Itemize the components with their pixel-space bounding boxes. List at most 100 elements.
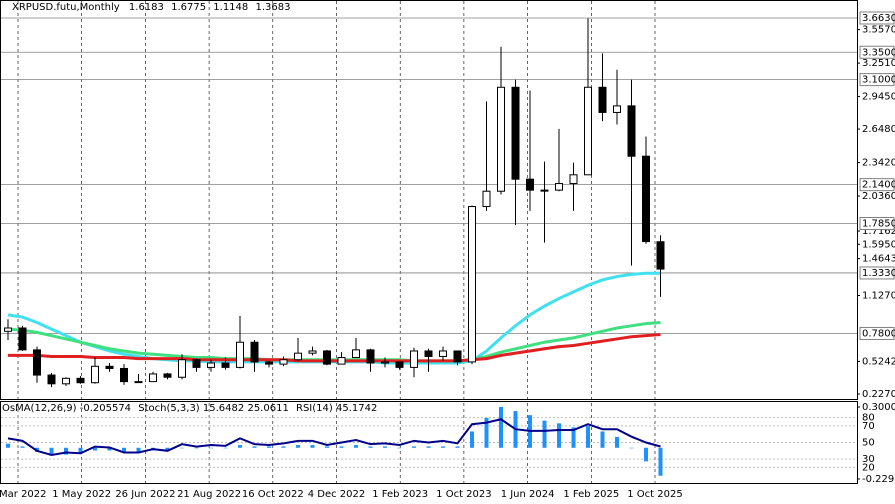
candle-body [192,359,201,368]
x-tick-label: 16 Oct 2022 [242,489,304,500]
osma-bar [20,446,25,448]
level-box [859,326,895,340]
y-tick-label: 2.9450 [862,92,895,103]
high: 1.6775 [171,2,206,13]
osma-bar [354,445,358,448]
osma-bar [107,447,112,451]
stoch-last: 15.6482 [203,403,244,414]
osma-bar [223,447,228,449]
osma-name: OsMA(12,26,9) [2,403,77,414]
candle-body [497,86,505,192]
osc-tick-label: 50 [862,438,875,449]
osma-bar [484,417,489,448]
y-tick-label: 0.5242 [862,356,895,367]
candle-body [642,155,650,243]
osma-bar [644,447,648,462]
candle-body [555,183,563,191]
osma-bar [64,447,68,455]
osma-bar [368,446,373,448]
candle-body [627,105,636,157]
level-box [859,178,895,192]
osma-bar [383,446,387,448]
osc-tick-label: 80 [862,413,875,424]
y-tick-label: 3.2510 [862,58,895,69]
candle-body [62,377,70,385]
candle-body [337,357,346,365]
osma-bar [571,427,576,448]
candle-body [482,190,491,208]
candle-body [540,189,549,192]
candle-body [279,359,288,365]
x-tick-label: 1 Feb 2023 [372,489,428,500]
rsi-name: RSI(14) [296,403,333,414]
rsi-last: 45.1742 [336,403,377,414]
candle-body [395,361,404,368]
close: 1.3683 [255,2,290,13]
osma-bar [180,447,184,449]
x-tick-label: 1 Jun 2024 [501,489,555,500]
osma-tick-label: -0.229650 [862,474,895,485]
osma-bar [412,446,416,448]
oscillator-panel [0,401,858,484]
moving-average [7,271,661,365]
x-tick-label: 1 Feb 2025 [563,489,619,500]
y-tick-label: 1.5950 [862,239,895,250]
candle-body [221,362,230,368]
osma-bar [470,431,474,448]
level-box [859,45,895,59]
osma-bar [658,447,663,476]
candle-body [453,350,462,363]
candle-body [18,327,27,351]
osma-bar [615,436,619,448]
x-tick-label: 4 Dec 2022 [308,489,366,500]
x-tick-label: 21 Aug 2022 [177,489,241,500]
candle-body [656,241,665,270]
oscillator-header: OsMA(12,26,9) -0.205574 Stoch(5,3,3) 15.… [2,403,377,414]
symbol: XRPUSD.futu,Monthly [12,2,120,13]
low: 1.1148 [213,2,248,13]
osma-bar [629,447,634,449]
osma-bar [441,446,445,448]
osma-bar [238,445,242,448]
osma-bar [397,447,402,449]
candle-body [352,349,360,359]
candle-body [265,361,273,365]
chart-header: XRPUSD.futu,Monthly 1.6183 1.6775 1.1148… [12,2,290,13]
y-tick-label: 1.4643 [862,254,895,265]
osma-last: -0.205574 [80,403,131,414]
osma-bar [499,407,503,448]
candle-body [105,365,114,369]
candle-body [511,86,520,180]
candle-body [236,341,244,368]
candle-body [33,349,41,376]
y-tick-label: 0.2270 [862,389,895,400]
osma-bar [325,446,329,448]
candle-body [207,362,215,368]
level-box [859,11,895,25]
candle-body [76,377,85,384]
osma-bar [136,447,141,452]
candle-body [439,350,447,357]
osc-tick-label: 70 [862,421,875,432]
osc-tick-label: 30 [862,454,875,465]
candle-body [178,359,186,378]
stoch-last: 25.0611 [247,403,288,414]
level-label: 3.1000 [862,75,895,86]
candle-body [163,373,172,378]
osma-bar [49,447,54,455]
level-label: 3.3500 [862,47,895,58]
osma-bar [6,443,10,448]
open: 1.6183 [129,2,164,13]
candle-body [47,374,56,385]
candle-body [323,350,331,365]
osma-bar [455,446,460,448]
osma-bar [542,420,547,448]
candle-body [569,174,578,185]
candle-body [424,350,433,357]
candle-body [468,206,476,363]
candle-body [598,86,607,113]
candle-body [294,352,302,361]
osma-bar [194,447,199,449]
level-label: 1.7850 [862,218,895,229]
y-tick-label: 1.1270 [862,290,895,301]
